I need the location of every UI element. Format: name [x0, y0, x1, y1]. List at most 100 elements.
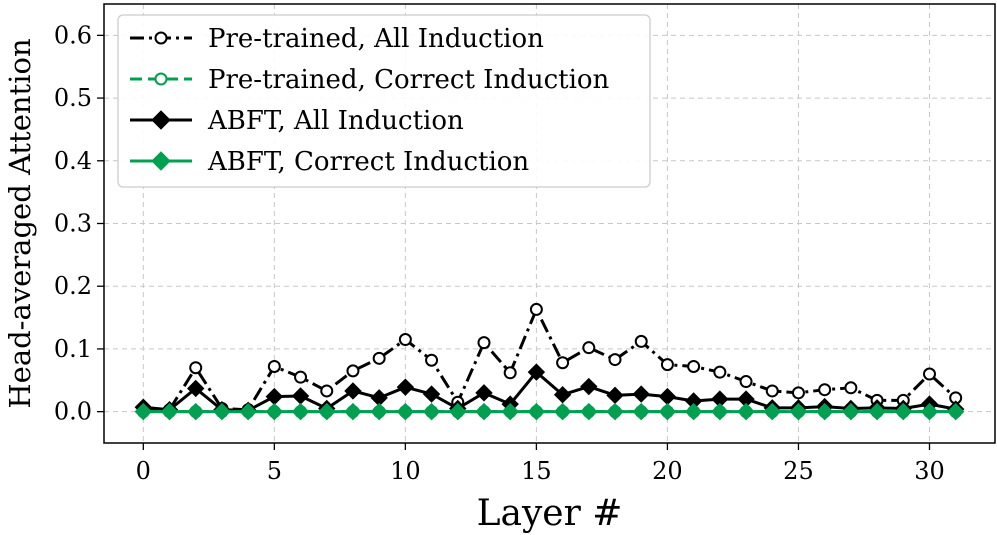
x-tick-label: 5 [267, 457, 282, 485]
data-point [658, 387, 677, 406]
data-point [370, 402, 388, 421]
series-4 [134, 402, 965, 421]
data-point [134, 402, 153, 421]
y-tick-label: 0.4 [54, 147, 92, 175]
y-tick-label: 0.3 [54, 210, 92, 238]
y-tick-label: 0.6 [54, 21, 92, 49]
data-point [553, 386, 572, 404]
data-point [529, 302, 543, 316]
data-point [737, 402, 755, 421]
legend: Pre-trained, All Induction Pre-trained, C… [117, 14, 651, 188]
data-point [658, 402, 677, 421]
y-tick-label: 0.2 [54, 272, 92, 300]
legend-label: ABFT, Correct Induction [207, 147, 529, 177]
data-point [844, 381, 858, 395]
data-point [477, 336, 491, 350]
data-point [920, 402, 939, 421]
legend-entry: Pre-trained, Correct Induction [130, 65, 610, 95]
x-tick-label: 25 [783, 457, 814, 485]
data-point [425, 353, 439, 367]
data-point [294, 370, 308, 384]
x-tick-label: 20 [652, 457, 683, 485]
x-tick-label: 10 [390, 457, 421, 485]
data-point [265, 402, 284, 421]
legend-entry: ABFT, Correct Induction [130, 147, 529, 177]
data-point [344, 382, 362, 400]
data-point [632, 385, 650, 403]
data-point [608, 353, 622, 367]
data-point [501, 402, 519, 421]
data-point [842, 402, 860, 421]
data-point [527, 363, 546, 381]
data-point [582, 341, 596, 355]
data-point [632, 402, 650, 421]
data-point [553, 402, 572, 421]
data-point [606, 402, 624, 421]
data-point [239, 402, 257, 421]
data-point [818, 383, 832, 397]
data-point [894, 402, 912, 421]
data-point [765, 384, 779, 398]
legend-label: Pre-trained, Correct Induction [208, 65, 610, 95]
x-tick-label: 30 [914, 457, 945, 485]
data-point [503, 366, 517, 380]
data-point [372, 351, 386, 365]
data-point [187, 379, 205, 398]
data-point [815, 402, 834, 421]
y-axis-label: Head-averaged Attention [3, 38, 37, 408]
data-point [213, 402, 231, 421]
data-point [396, 378, 415, 396]
legend-label: ABFT, All Induction [207, 106, 464, 136]
data-point [684, 402, 703, 421]
data-point [396, 402, 415, 421]
data-point [267, 359, 281, 373]
series-layer [134, 302, 965, 421]
series-line [143, 370, 956, 412]
data-point [265, 387, 284, 406]
data-point [320, 384, 334, 398]
data-point [475, 402, 493, 421]
data-point [291, 402, 310, 421]
data-point [527, 402, 546, 421]
data-point [318, 402, 336, 421]
data-point [556, 356, 570, 370]
legend-marker [154, 72, 168, 86]
data-point [422, 402, 441, 421]
data-point [346, 364, 360, 378]
data-point [344, 402, 362, 421]
data-point [791, 386, 805, 400]
data-point [580, 377, 598, 396]
legend-label: Pre-trained, All Induction [208, 24, 544, 54]
data-point [189, 361, 203, 375]
legend-marker [151, 110, 171, 130]
x-tick-label: 0 [136, 457, 151, 485]
data-point [739, 375, 753, 389]
data-point [868, 402, 886, 421]
legend-marker [154, 31, 168, 45]
data-point [422, 385, 441, 403]
legend-entry: Pre-trained, All Induction [130, 24, 544, 54]
data-point [713, 365, 727, 379]
y-tick-label: 0.0 [54, 398, 92, 426]
data-point [449, 402, 467, 421]
data-point [711, 402, 729, 421]
data-point [922, 367, 936, 381]
data-point [763, 402, 781, 421]
data-point [580, 402, 598, 421]
data-point [187, 402, 205, 421]
legend-entry: ABFT, All Induction [130, 106, 464, 136]
data-point [789, 402, 808, 421]
y-tick-label: 0.1 [54, 335, 92, 363]
data-point [687, 359, 701, 373]
data-point [475, 384, 493, 402]
x-axis-label: Layer # [477, 493, 623, 534]
data-point [946, 402, 965, 421]
axis-ticks: 0 5 10 15 20 25 30 0.0 0.1 0.2 0.3 0.4 0.5 0.6 [54, 21, 945, 485]
data-point [291, 387, 310, 405]
y-tick-label: 0.5 [54, 84, 92, 112]
data-point [634, 334, 648, 348]
data-point [660, 358, 674, 372]
data-point [160, 402, 179, 421]
data-point [398, 333, 412, 347]
